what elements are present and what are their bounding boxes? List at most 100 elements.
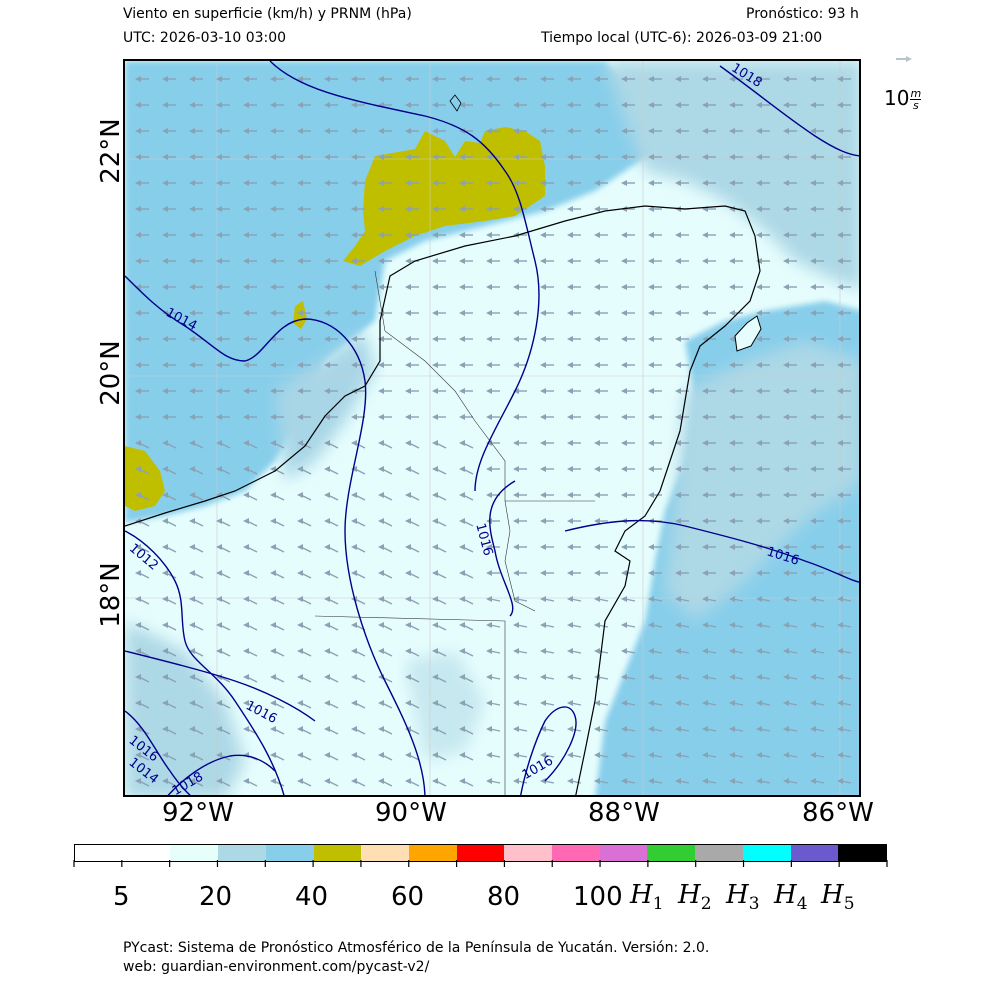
- wind-arrow: [837, 284, 851, 290]
- wind-arrow: [621, 752, 636, 758]
- wind-arrow: [567, 778, 582, 784]
- wind-arrow: [702, 388, 716, 394]
- wind-arrow: [162, 596, 177, 605]
- wind-arrow: [594, 544, 608, 550]
- wind-arrow: [378, 622, 393, 631]
- wind-arrow: [567, 726, 582, 732]
- wind-arrow: [486, 102, 500, 108]
- wind-arrow: [567, 128, 581, 134]
- wind-arrow: [270, 388, 284, 394]
- wind-arrow: [594, 180, 608, 186]
- wind-arrow: [162, 648, 177, 657]
- wind-arrow: [540, 518, 554, 524]
- wind-arrow: [216, 466, 231, 475]
- wind-arrow: [189, 778, 204, 787]
- wind-arrow: [810, 310, 824, 316]
- wind-arrow: [486, 206, 500, 212]
- wind-arrow: [810, 414, 824, 420]
- wind-arrow: [540, 232, 554, 238]
- wind-arrow: [594, 570, 608, 576]
- wind-arrow: [189, 752, 204, 761]
- reference-arrow-icon: [896, 56, 912, 62]
- wind-arrow: [189, 232, 203, 238]
- wind-arrow: [324, 726, 339, 735]
- wind-arrow: [675, 76, 689, 82]
- wind-arrow: [243, 648, 258, 657]
- wind-arrow: [432, 622, 447, 631]
- wind-arrow: [270, 544, 285, 553]
- wind-arrow: [351, 778, 366, 787]
- wind-arrow: [378, 570, 393, 579]
- wind-arrow: [783, 336, 797, 342]
- wind-arrow: [513, 180, 527, 186]
- wind-arrow: [270, 284, 284, 290]
- isobar-1014: [125, 275, 426, 795]
- wind-arrow: [189, 492, 204, 501]
- wind-arrow: [567, 518, 581, 524]
- wind-arrow: [243, 284, 257, 290]
- wind-arrow: [621, 778, 636, 784]
- wind-arrow: [729, 232, 743, 238]
- wind-arrow: [783, 778, 798, 784]
- wind-arrow: [162, 284, 176, 290]
- wind-arrow: [594, 596, 609, 602]
- wind-arrow: [756, 518, 770, 524]
- wind-arrow: [135, 596, 150, 605]
- wind-arrow: [594, 336, 608, 342]
- category-label-h5: H5: [821, 880, 855, 915]
- wind-arrow: [810, 102, 824, 108]
- wind-arrow: [243, 622, 258, 631]
- wind-arrow: [756, 102, 770, 108]
- wind-arrow: [189, 258, 203, 264]
- wind-arrow: [189, 570, 204, 579]
- wind-arrow: [459, 154, 473, 160]
- wind-arrow: [621, 336, 635, 342]
- wind-arrow: [324, 414, 338, 420]
- wind-arrow: [702, 466, 716, 472]
- wind-arrow: [243, 310, 257, 316]
- wind-arrow: [432, 102, 446, 108]
- wind-arrow: [837, 544, 851, 550]
- wind-arrow: [432, 492, 447, 501]
- wind-arrow: [621, 440, 635, 446]
- wind-arrow: [486, 232, 500, 238]
- wind-arrow: [270, 778, 285, 787]
- wind-arrow: [243, 778, 258, 787]
- wind-arrow: [783, 648, 798, 654]
- wind-arrow: [351, 544, 366, 553]
- wind-arrow: [702, 284, 716, 290]
- wind-arrow: [837, 232, 851, 238]
- wind-arrow: [594, 752, 609, 758]
- wind-arrow: [270, 440, 285, 449]
- wind-arrow: [405, 518, 420, 527]
- wind-arrow: [162, 492, 177, 501]
- wind-arrow: [621, 76, 635, 82]
- wind-arrow: [783, 440, 797, 446]
- wind-arrow: [162, 258, 176, 264]
- wind-arrow: [756, 752, 771, 758]
- wind-arrow: [702, 752, 717, 758]
- wind-arrow: [162, 232, 176, 238]
- wind-arrow: [135, 206, 149, 212]
- wind-arrow: [189, 310, 203, 316]
- wind-arrow: [540, 388, 554, 394]
- wind-arrow: [837, 180, 851, 186]
- wind-arrow: [324, 206, 338, 212]
- wind-arrow: [594, 128, 608, 134]
- wind-arrow: [594, 466, 608, 472]
- small-island-north: [449, 94, 462, 112]
- wind-arrow: [540, 128, 554, 134]
- wind-arrow: [756, 726, 771, 732]
- wind-arrow: [297, 778, 312, 787]
- wind-arrow: [783, 570, 797, 576]
- wind-arrow: [513, 752, 528, 758]
- wind-arrow: [162, 206, 176, 212]
- wind-arrow: [702, 726, 717, 732]
- wind-arrow: [648, 180, 662, 186]
- wind-arrow: [567, 700, 582, 706]
- wind-arrow: [810, 648, 825, 654]
- wind-arrow: [810, 128, 824, 134]
- wind-arrow: [243, 102, 257, 108]
- wind-arrow: [621, 492, 635, 498]
- wind-arrow: [837, 752, 852, 758]
